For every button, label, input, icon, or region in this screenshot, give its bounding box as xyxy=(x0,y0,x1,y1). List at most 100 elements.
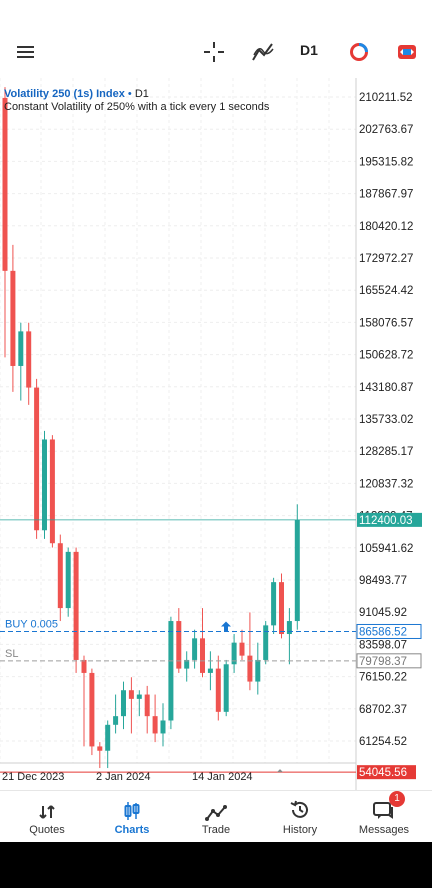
candle-body xyxy=(97,746,103,751)
nav-quotes[interactable]: Quotes xyxy=(4,791,90,843)
candle-body xyxy=(231,642,237,665)
candle-body xyxy=(279,582,284,635)
y-tick-label: 105941.62 xyxy=(359,543,413,555)
y-tick-label: 61254.52 xyxy=(359,736,407,748)
candle-body xyxy=(65,551,71,609)
candle-body xyxy=(271,582,277,626)
current-price-tag xyxy=(357,512,422,527)
candle-body xyxy=(263,625,269,660)
candle-body xyxy=(121,690,126,717)
candle-body xyxy=(223,664,229,712)
system-navigation-bar xyxy=(0,842,432,888)
y-tick-label: 210211.52 xyxy=(359,92,413,104)
x-tick-label: 21 Dec 2023 xyxy=(2,771,64,783)
nav-quotes-label: Quotes xyxy=(29,824,65,836)
y-tick-label: 76150.22 xyxy=(359,672,407,684)
symbol-description: Constant Volatility of 250% with a tick … xyxy=(4,101,270,113)
y-tick-label: 83598.07 xyxy=(359,639,407,651)
candle-body xyxy=(26,331,32,388)
symbol-name: Volatility 250 (1s) Index xyxy=(4,88,125,100)
low-price-label: 54045.56 xyxy=(359,767,407,779)
y-tick-label: 202763.67 xyxy=(359,124,413,136)
chart-title: Volatility 250 (1s) Index • D1 xyxy=(4,88,149,100)
candle-body xyxy=(10,270,16,366)
y-tick-label: 158076.57 xyxy=(359,317,413,329)
candle-body xyxy=(2,97,8,271)
hamburger-icon[interactable] xyxy=(14,38,38,66)
buy-position-label: BUY 0.005 xyxy=(5,618,58,630)
y-tick-label: 195315.82 xyxy=(359,156,413,168)
candle-body xyxy=(144,694,150,717)
candle-body xyxy=(168,621,174,721)
trade-icon[interactable] xyxy=(396,38,418,66)
sl-price-tag xyxy=(356,653,422,669)
y-tick-label: 150628.72 xyxy=(359,350,413,362)
candle-body xyxy=(105,724,111,751)
candle-body xyxy=(152,716,158,734)
crosshair-icon[interactable] xyxy=(202,38,226,66)
trade-line-icon xyxy=(173,791,259,821)
candle-body xyxy=(49,439,55,544)
y-tick-label: 68702.37 xyxy=(359,704,407,716)
low-price-tag xyxy=(357,765,416,780)
quotes-icon xyxy=(4,791,90,821)
nav-charts[interactable]: Charts xyxy=(89,791,175,843)
nav-messages-label: Messages xyxy=(358,824,410,836)
nav-history-label: History xyxy=(282,824,318,836)
indicators-icon[interactable] xyxy=(250,38,276,66)
candle-body xyxy=(207,668,213,673)
candle-body xyxy=(42,439,47,531)
candle-body xyxy=(89,672,95,747)
sl-price-label: 79798.37 xyxy=(359,656,407,668)
candle-body xyxy=(286,621,292,635)
candle-body xyxy=(200,638,205,673)
candle-body xyxy=(255,659,261,682)
price-chart[interactable]: 210211.52 202763.67 195315.82 187867.97 1804… xyxy=(0,78,432,790)
y-tick-label: 128285.17 xyxy=(359,446,413,458)
candle-body xyxy=(18,331,24,366)
candle-body xyxy=(34,387,40,531)
candle-body xyxy=(113,716,119,725)
chart-period: D1 xyxy=(134,88,149,100)
bottom-navigation: Quotes Charts Trade History 1 Messages xyxy=(0,790,432,843)
charts-icon xyxy=(89,791,175,821)
y-tick-label: 91045.92 xyxy=(359,607,407,619)
y-tick-label: 135733.02 xyxy=(359,414,413,426)
x-tick-label: 14 Jan 2024 xyxy=(192,771,253,783)
candle-body xyxy=(184,659,190,669)
end-marker-icon xyxy=(277,769,283,773)
y-tick-label: 98493.77 xyxy=(359,575,407,587)
symbol-separator: • xyxy=(124,88,135,100)
messages-icon xyxy=(341,791,427,821)
candle-body xyxy=(294,519,300,622)
objects-icon[interactable] xyxy=(348,38,370,66)
buy-price-label: 86586.52 xyxy=(359,626,407,638)
candle-body xyxy=(192,638,198,660)
y-tick-label: 187867.97 xyxy=(359,189,413,201)
nav-history[interactable]: History xyxy=(257,791,343,843)
nav-charts-label: Charts xyxy=(114,824,150,836)
nav-trade[interactable]: Trade xyxy=(173,791,259,843)
history-icon xyxy=(257,791,343,821)
current-price-label: 112400.03 xyxy=(359,515,413,527)
nav-messages[interactable]: 1 Messages xyxy=(341,791,427,843)
chart-area[interactable]: 210211.52 202763.67 195315.82 187867.97 1804… xyxy=(0,78,432,790)
y-tick-label: 180420.12 xyxy=(359,221,413,233)
candle-body xyxy=(73,551,79,660)
candle-body xyxy=(57,543,63,609)
candle-body xyxy=(176,621,182,669)
top-toolbar: D1 xyxy=(0,0,432,78)
candle-body xyxy=(128,690,134,699)
timeframe-button[interactable]: D1 xyxy=(300,42,318,58)
y-tick-label: 165524.42 xyxy=(359,285,413,297)
candle-body xyxy=(215,668,221,712)
y-tick-label: 120837.32 xyxy=(359,478,413,490)
candle-body xyxy=(247,655,253,682)
y-tick-label: 172972.27 xyxy=(359,253,413,265)
candle-body xyxy=(160,720,166,734)
candle-body xyxy=(136,694,142,699)
stop-loss-label: SL xyxy=(5,648,18,660)
x-tick-label: 2 Jan 2024 xyxy=(96,771,150,783)
candle-body xyxy=(239,642,245,656)
buy-price-tag xyxy=(356,623,422,639)
